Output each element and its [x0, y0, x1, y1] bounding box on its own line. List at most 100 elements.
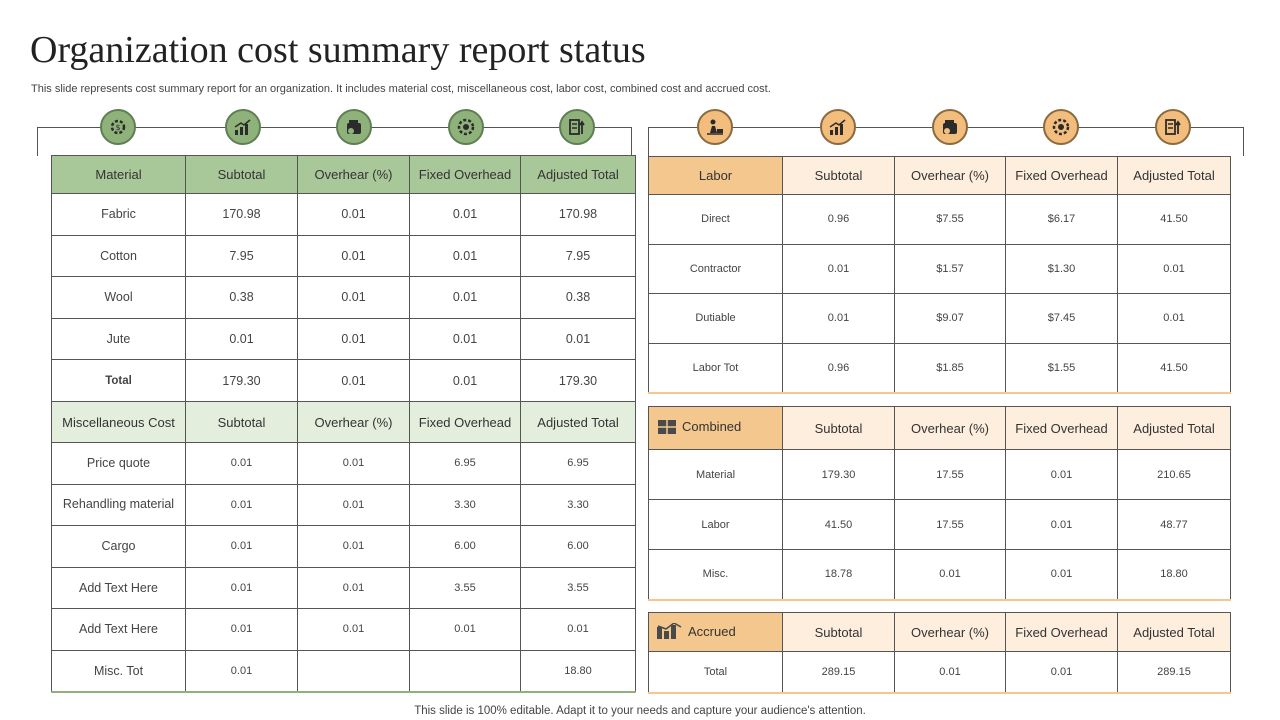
table-row: Material 179.30 17.55 0.01 210.65: [648, 449, 1231, 500]
combined-table: Combined Subtotal Overhear (%) Fixed Ove…: [648, 406, 1231, 601]
fixed-overhead-cell: 6.95: [409, 442, 521, 485]
fixed-overhead-cell: 6.00: [409, 525, 521, 568]
table-row: Labor Tot 0.96 $1.85 $1.55 41.50: [648, 342, 1231, 394]
accrued-icon: [656, 621, 682, 642]
row-label: Cargo: [51, 525, 186, 568]
cost-report-icon: [1155, 109, 1191, 145]
overhear-cell: 0.01: [297, 234, 410, 278]
subtotal-cell: 289.15: [782, 651, 895, 694]
fixed-overhead-cell: $1.55: [1005, 342, 1118, 394]
adjusted-total-cell: 41.50: [1117, 342, 1231, 394]
subtotal-cell: 41.50: [782, 499, 895, 550]
adjusted-total-cell: 18.80: [520, 649, 636, 693]
page-title: Organization cost summary report status: [30, 29, 646, 71]
col-header-adjusted-total: Adjusted Total: [1117, 406, 1231, 450]
row-label: Rehandling material: [51, 483, 186, 526]
cost-report-icon: [559, 109, 595, 145]
row-label: Add Text Here: [51, 608, 186, 651]
adjusted-total-cell: 6.00: [520, 525, 636, 568]
col-header-fixed-overhead: Fixed Overhead: [409, 401, 521, 443]
row-label: Total: [648, 651, 783, 694]
row-label: Labor: [648, 499, 783, 550]
subtotal-cell: 0.01: [185, 483, 298, 526]
adjusted-total-cell: 0.01: [520, 317, 636, 361]
col-header-material: Material: [51, 155, 186, 194]
combined-icon: [658, 419, 676, 437]
row-label: Direct: [648, 194, 783, 245]
adjusted-total-cell: 179.30: [520, 359, 636, 402]
col-header-subtotal: Subtotal: [185, 401, 298, 443]
overhear-cell: 0.01: [297, 566, 410, 609]
subtotal-cell: 0.01: [185, 649, 298, 693]
subtotal-cell: 179.30: [782, 449, 895, 500]
row-label: Add Text Here: [51, 566, 186, 609]
col-header-overhear: Overhear (%): [297, 401, 410, 443]
row-label: Fabric: [51, 193, 186, 236]
fixed-overhead-cell: 0.01: [409, 193, 521, 236]
footer-note: This slide is 100% editable. Adapt it to…: [414, 705, 866, 717]
svg-text:$: $: [115, 123, 120, 132]
table-row: Total 179.30 0.01 0.01 179.30: [51, 359, 636, 402]
row-label: Total: [51, 359, 186, 402]
table-row: Contractor 0.01 $1.57 $1.30 0.01: [648, 243, 1231, 294]
row-label: Jute: [51, 317, 186, 361]
fixed-overhead-cell: 0.01: [409, 608, 521, 651]
table-row: Add Text Here 0.01 0.01 3.55 3.55: [51, 566, 636, 609]
col-header-accrued: Accrued: [648, 612, 783, 652]
col-header-combined: Combined: [648, 406, 783, 450]
col-header-fixed-overhead: Fixed Overhead: [409, 155, 521, 194]
fixed-overhead-cell: 0.01: [409, 317, 521, 361]
money-wallet-icon: [336, 109, 372, 145]
table-row: Cargo 0.01 0.01 6.00 6.00: [51, 525, 636, 568]
subtotal-cell: 0.96: [782, 342, 895, 394]
misc-table: Miscellaneous Cost Subtotal Overhear (%)…: [51, 401, 636, 693]
fixed-overhead-cell: 0.01: [409, 359, 521, 402]
table-row: Cotton 7.95 0.01 0.01 7.95: [51, 234, 636, 278]
adjusted-total-cell: 7.95: [520, 234, 636, 278]
worker-icon: [697, 109, 733, 145]
left-connector-line: [37, 127, 632, 156]
fixed-overhead-cell: 0.01: [1005, 499, 1118, 550]
row-label: Dutiable: [648, 293, 783, 344]
col-header-subtotal: Subtotal: [185, 155, 298, 194]
fixed-overhead-cell: $1.30: [1005, 243, 1118, 294]
table-row: Misc. Tot 0.01 18.80: [51, 649, 636, 693]
row-label: Misc. Tot: [51, 649, 186, 693]
fixed-overhead-cell: 0.01: [1005, 449, 1118, 500]
col-header-overhear: Overhear (%): [297, 155, 410, 194]
fixed-overhead-cell: 0.01: [1005, 549, 1118, 601]
adjusted-total-cell: 289.15: [1117, 651, 1231, 694]
col-header-overhear: Overhear (%): [894, 406, 1006, 450]
subtotal-cell: 0.38: [185, 276, 298, 319]
growth-chart-icon: [225, 109, 261, 145]
overhear-cell: 17.55: [894, 449, 1006, 500]
subtotal-cell: 179.30: [185, 359, 298, 402]
adjusted-total-cell: 6.95: [520, 442, 636, 485]
table-row: Price quote 0.01 0.01 6.95 6.95: [51, 442, 636, 485]
table-row: Total 289.15 0.01 0.01 289.15: [648, 651, 1231, 694]
col-header-fixed-overhead: Fixed Overhead: [1005, 156, 1118, 195]
overhear-cell: $1.57: [894, 243, 1006, 294]
fixed-overhead-cell: 0.01: [1005, 651, 1118, 694]
material-table: Material Subtotal Overhear (%) Fixed Ove…: [51, 155, 636, 402]
adjusted-total-cell: 48.77: [1117, 499, 1231, 550]
labor-table: Labor Subtotal Overhear (%) Fixed Overhe…: [648, 156, 1231, 394]
overhear-cell: 0.01: [297, 359, 410, 402]
overhear-cell: 0.01: [297, 193, 410, 236]
overhear-cell: 0.01: [297, 525, 410, 568]
row-label: Labor Tot: [648, 342, 783, 394]
row-label: Material: [648, 449, 783, 500]
adjusted-total-cell: 0.38: [520, 276, 636, 319]
adjusted-total-cell: 210.65: [1117, 449, 1231, 500]
col-header-subtotal: Subtotal: [782, 612, 895, 652]
growth-chart-icon: [820, 109, 856, 145]
overhear-cell: 0.01: [894, 549, 1006, 601]
subtotal-cell: 0.01: [782, 243, 895, 294]
fixed-overhead-cell: [409, 649, 521, 693]
fixed-overhead-cell: 3.30: [409, 483, 521, 526]
subtotal-cell: 0.01: [185, 525, 298, 568]
subtotal-cell: 0.96: [782, 194, 895, 245]
row-label: Contractor: [648, 243, 783, 294]
col-header-subtotal: Subtotal: [782, 406, 895, 450]
adjusted-total-cell: 0.01: [520, 608, 636, 651]
